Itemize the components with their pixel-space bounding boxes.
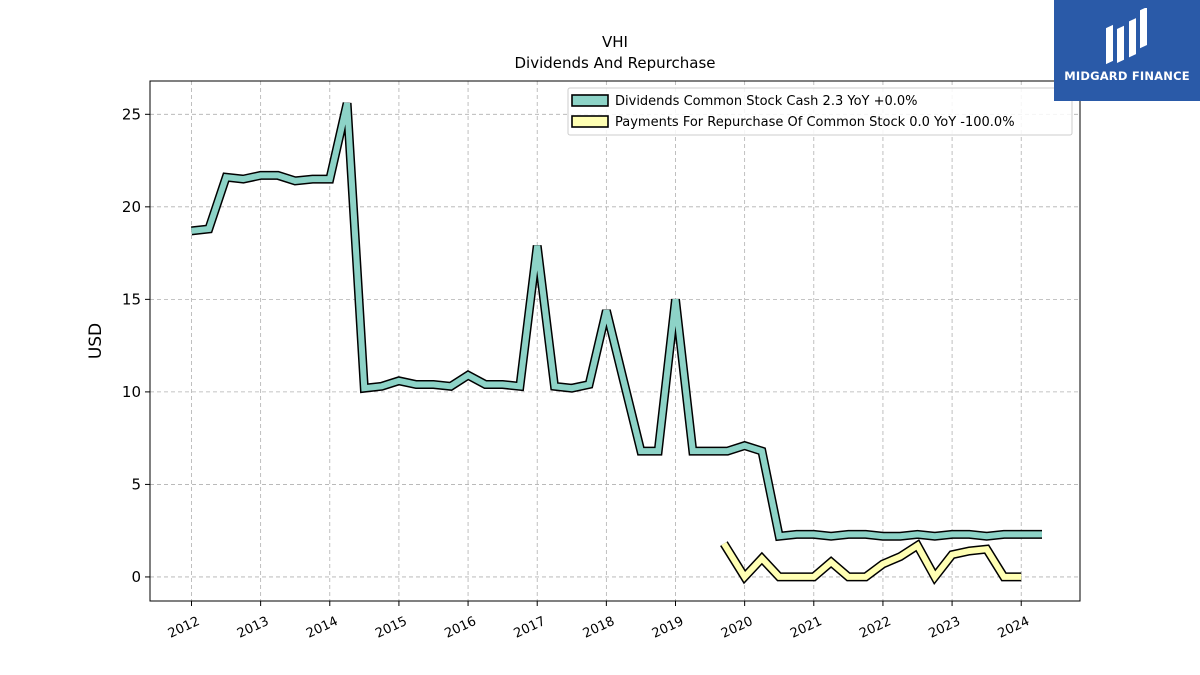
y-tick-label: 5	[131, 475, 141, 493]
legend-label-dividends: Dividends Common Stock Cash 2.3 YoY +0.0…	[615, 94, 918, 109]
midgard-logo-icon	[1106, 8, 1147, 65]
series-dividends-line	[191, 102, 1042, 540]
x-tick-label: 2020	[719, 614, 755, 642]
x-tick-label: 2017	[512, 614, 548, 642]
x-tick-label: 2019	[650, 614, 686, 642]
x-tick-label: 2012	[166, 614, 202, 642]
series-dividends	[191, 102, 1042, 542]
legend-swatch-dividends	[571, 94, 609, 107]
series-repurchase-line	[721, 541, 1022, 583]
y-tick-label: 25	[122, 105, 141, 123]
y-tick-label: 10	[122, 383, 141, 401]
x-tick-label: 2024	[996, 614, 1032, 642]
x-tick-label: 2022	[857, 614, 893, 642]
x-tick-label: 2021	[788, 614, 824, 642]
x-tick-label: 2013	[235, 614, 271, 642]
legend-swatch-repurchase	[571, 115, 609, 128]
legend-label-repurchase: Payments For Repurchase Of Common Stock …	[615, 115, 1015, 130]
x-tick-label: 2014	[304, 614, 340, 642]
plot-frame	[149, 80, 1081, 602]
legend-box	[567, 87, 1073, 136]
y-axis-label: USD	[86, 323, 106, 359]
chart-title: VHI	[602, 33, 628, 51]
y-tick-label: 0	[131, 568, 141, 586]
y-tick-label: 15	[122, 290, 141, 308]
chart-subtitle: Dividends And Repurchase	[514, 54, 715, 72]
series-layer	[191, 102, 1042, 586]
x-tick-label: 2018	[581, 614, 617, 642]
brand-logo: MIDGARD FINANCE	[1054, 0, 1200, 101]
y-tick-label: 20	[122, 198, 141, 216]
x-tick-label: 2023	[926, 614, 962, 642]
x-tick-label: 2015	[373, 614, 409, 642]
series-repurchase	[720, 539, 1022, 586]
series-dividends-outline	[191, 102, 1042, 542]
legend: Dividends Common Stock Cash 2.3 YoY +0.0…	[567, 87, 1073, 136]
brand-name: MIDGARD FINANCE	[1064, 69, 1190, 83]
x-tick-label: 2016	[442, 614, 478, 642]
